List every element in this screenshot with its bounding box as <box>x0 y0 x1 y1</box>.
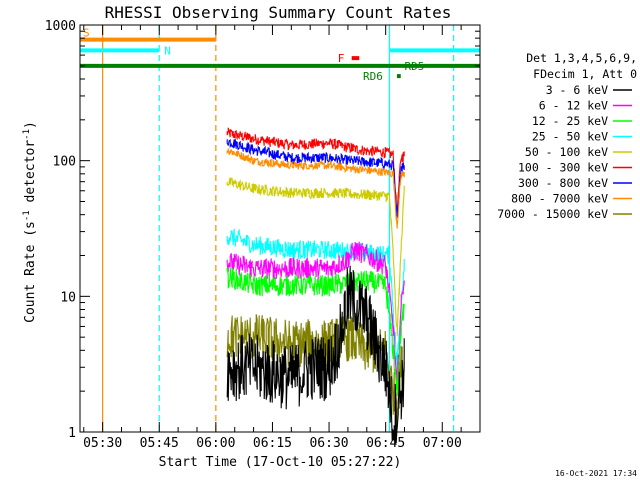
x-tick-label: 06:30 <box>309 436 348 451</box>
y-tick-label: 1000 <box>45 19 76 34</box>
y-axis-label-part: Count Rate (s <box>23 221 38 323</box>
legend-header-line-2: FDecim 1, Att 0 <box>533 67 637 81</box>
legend-label: 50 - 100 keV <box>525 145 608 159</box>
series-line <box>226 127 405 217</box>
x-tick-label: 06:45 <box>366 436 405 451</box>
series-line <box>226 241 405 383</box>
legend-label: 3 - 6 keV <box>546 83 608 97</box>
x-axis-label: Start Time (17-Oct-10 05:27:22) <box>159 455 402 470</box>
series-line <box>226 265 405 444</box>
y-tick-label: 1 <box>68 426 76 441</box>
legend-label: 6 - 12 keV <box>539 99 608 113</box>
series-line <box>226 148 405 229</box>
series-line <box>226 267 405 396</box>
series-line <box>226 139 405 218</box>
axes-frame <box>79 24 481 433</box>
y-axis-label: Count Rate (s-1 detector-1) <box>22 121 38 323</box>
legend-label: 7000 - 15000 keV <box>497 207 608 221</box>
legend-label: 25 - 50 keV <box>532 130 608 144</box>
series-line <box>226 177 405 337</box>
chart-title: RHESSI Observing Summary Count Rates <box>105 3 452 22</box>
x-tick-label: 06:15 <box>253 436 292 451</box>
y-axis-label-sup: -1 <box>22 210 32 221</box>
flag-label-f: F <box>338 52 345 65</box>
legend-label: 12 - 25 keV <box>532 114 608 128</box>
y-axis-label-part: detector <box>23 140 38 211</box>
x-tick-label: 05:45 <box>140 436 179 451</box>
legend-label: 100 - 300 keV <box>518 161 608 175</box>
legend-label: 800 - 7000 keV <box>511 192 608 206</box>
y-axis-label-sup: -1 <box>22 129 32 140</box>
flag-label-rd5: RD5 <box>405 60 425 73</box>
x-tick-label: 05:30 <box>83 436 122 451</box>
y-tick-label: 10 <box>60 290 76 305</box>
y-tick-label: 100 <box>53 155 76 170</box>
x-tick-label: 07:00 <box>423 436 462 451</box>
flag-label-n: N <box>164 44 171 57</box>
flag-label-s: S <box>83 27 90 40</box>
series-line <box>226 228 405 369</box>
legend-header-line-1: Det 1,3,4,5,6,9, <box>526 51 637 65</box>
timestamp: 16-Oct-2021 17:34 <box>555 469 637 478</box>
flag-label-rd6: RD6 <box>363 70 383 83</box>
plot-area: S N F RD5 RD6 1 10 100 1000 05:30 05:45 06:00 06:15 0… <box>45 19 481 451</box>
legend-label: 300 - 800 keV <box>518 176 608 190</box>
y-axis-label-part: ) <box>23 121 38 129</box>
x-tick-label: 06:00 <box>196 436 235 451</box>
